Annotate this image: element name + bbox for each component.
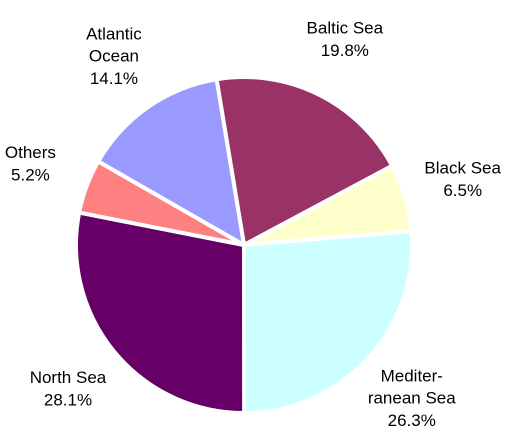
pie-slice: [96, 77, 246, 247]
value-label: 26.3%: [388, 411, 436, 430]
slice-label-line: Black Sea: [424, 159, 501, 178]
slice-label-line: North Sea: [30, 368, 107, 387]
slice-label: Mediter-ranean Sea: [368, 367, 456, 408]
slice-label-line: ranean Sea: [368, 389, 456, 408]
value-label: 5.2%: [11, 166, 50, 185]
slice-label: Others: [5, 144, 56, 163]
slice-label-line: Atlantic: [86, 25, 142, 44]
value-label: 14.1%: [90, 69, 138, 88]
pie-slice: [242, 229, 414, 415]
value-label: 6.5%: [443, 181, 482, 200]
pie-slice: [74, 210, 247, 415]
slice-label-line: Others: [5, 144, 56, 163]
value-label: 19.8%: [321, 41, 369, 60]
slice-label-line: Baltic Sea: [307, 19, 384, 38]
pie-slice: [214, 75, 395, 247]
slice-label: Black Sea: [424, 159, 501, 178]
slice-label-line: Mediter-: [381, 367, 443, 386]
slice-label-line: Ocean: [89, 47, 139, 66]
slice-label: Atlantic Ocean: [86, 25, 142, 66]
slice-label: Baltic Sea: [307, 19, 384, 38]
value-label: 28.1%: [44, 390, 92, 409]
slice-label: North Sea: [30, 368, 107, 387]
